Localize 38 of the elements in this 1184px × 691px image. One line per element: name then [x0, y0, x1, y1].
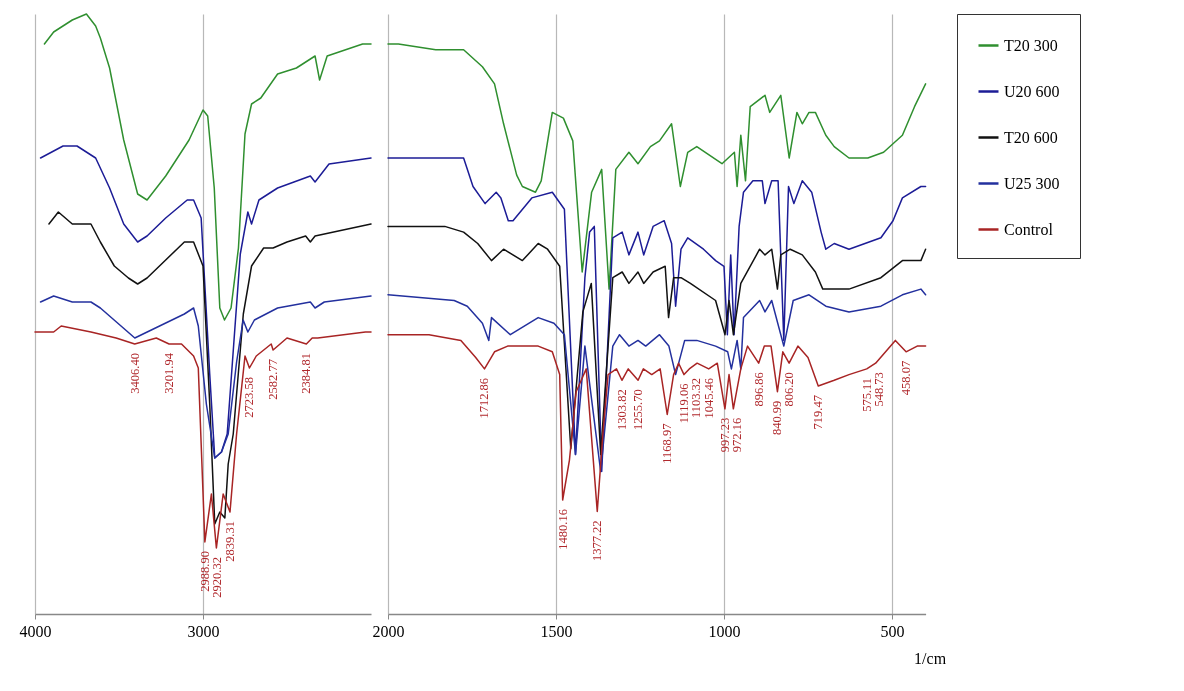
annotation: 1712.86 [477, 377, 492, 419]
x-tick-label: 4000 [19, 622, 52, 640]
annotation: 719.47 [811, 395, 826, 430]
x-tick-label: 3000 [187, 622, 220, 640]
annotation: 1168.97 [660, 423, 675, 464]
annotation: 2582.77 [266, 359, 281, 400]
annotation: 575.11 [859, 377, 874, 412]
annotation: 2988.90 [197, 551, 212, 592]
annotation: 548.73 [871, 372, 886, 407]
annotation: 2839.31 [223, 521, 237, 562]
annotation: 1377.22 [590, 520, 605, 562]
annotation: 972.16 [729, 417, 744, 453]
annotation: 2723.58 [242, 377, 257, 418]
annotation: 1119.06 [677, 383, 691, 424]
annotation: 1480.16 [555, 509, 570, 550]
annotation: 840.99 [770, 400, 785, 436]
x-tick-label: 2000 [372, 622, 405, 640]
annotation: 806.20 [782, 372, 797, 407]
x-tick-label: 1500 [540, 622, 573, 640]
x-tick-label: 1000 [708, 622, 741, 640]
annotation: 458.07 [899, 360, 914, 396]
x-axis-title: 1/cm [914, 649, 947, 667]
legend-label: Control [1004, 220, 1054, 238]
annotation: 2384.81 [299, 353, 314, 394]
legend-label: T20 600 [1004, 128, 1058, 146]
annotation: 997.23 [717, 417, 732, 453]
legend-label: T20 300 [1004, 36, 1058, 54]
annotation: 896.86 [751, 372, 766, 407]
annotation: 3201.94 [162, 352, 177, 394]
annotation: 1103.32 [689, 377, 703, 419]
x-tick-label: 500 [880, 622, 905, 640]
annotation: 1045.46 [701, 377, 716, 419]
annotation: 3406.40 [127, 353, 142, 394]
legend-label: U20 600 [1004, 82, 1060, 100]
annotation: 1303.82 [614, 389, 629, 430]
annotation: 1255.70 [631, 389, 646, 430]
annotation: 2920.32 [209, 557, 224, 598]
legend-label: U25 300 [1004, 174, 1060, 192]
